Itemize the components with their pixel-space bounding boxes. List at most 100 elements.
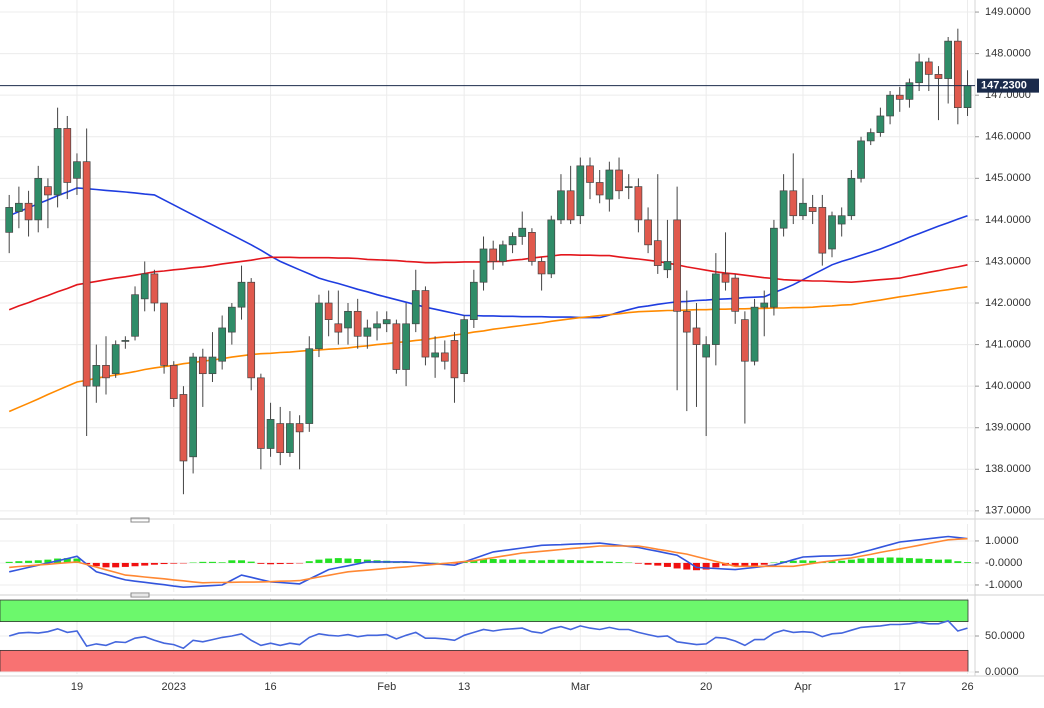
- candle-body: [315, 302, 323, 350]
- histogram-bar: [683, 562, 691, 570]
- histogram-bar: [257, 562, 265, 564]
- histogram-bar: [886, 557, 894, 563]
- candle-body: [963, 85, 972, 109]
- candle-body: [102, 365, 110, 379]
- histogram-bar: [838, 560, 846, 563]
- histogram-bar: [896, 557, 904, 563]
- candle-body: [34, 177, 43, 221]
- y-tick-label: 138.0000: [985, 463, 1031, 475]
- candle-body: [518, 227, 527, 237]
- candle-body: [866, 132, 875, 142]
- candle-body: [634, 186, 643, 221]
- candle-body: [411, 290, 420, 325]
- histogram-bar: [354, 558, 362, 563]
- candle-body: [227, 306, 236, 333]
- histogram-bar: [218, 562, 226, 563]
- candle-body: [576, 165, 585, 217]
- candle-body: [895, 94, 904, 100]
- histogram-bar: [344, 558, 352, 563]
- histogram-bar: [586, 560, 594, 563]
- histogram-bar: [731, 562, 739, 567]
- y-tick-label: 141.0000: [985, 338, 1031, 350]
- candle-body: [944, 40, 953, 79]
- candle-body: [15, 202, 23, 212]
- histogram-bar: [915, 558, 923, 563]
- histogram-bar: [799, 560, 807, 563]
- histogram-bar: [944, 559, 952, 563]
- histogram-bar: [170, 562, 178, 564]
- y-tick-label: 146.0000: [985, 131, 1031, 143]
- histogram-bar: [315, 559, 323, 563]
- candle-body: [857, 140, 865, 179]
- candle-body: [392, 323, 401, 370]
- x-tick-label: Feb: [377, 681, 396, 693]
- candle-body: [208, 356, 217, 375]
- histogram-bar: [92, 562, 100, 567]
- candle-body: [721, 273, 730, 283]
- panel-handle[interactable]: [130, 592, 150, 598]
- candle-body: [121, 340, 130, 342]
- x-tick-label: 17: [894, 681, 906, 693]
- histogram-bar: [760, 562, 768, 565]
- histogram-bar: [228, 560, 236, 563]
- candle-body: [537, 261, 546, 275]
- histogram-bar: [63, 558, 71, 563]
- candle-body: [934, 74, 943, 79]
- histogram-bar: [160, 562, 168, 565]
- histogram-bar: [567, 560, 575, 563]
- candle-body: [876, 115, 885, 133]
- y-tick-label: -1.0000: [985, 579, 1022, 591]
- histogram-bar: [208, 561, 216, 563]
- histogram-bar: [334, 558, 342, 563]
- zone-band: [0, 599, 969, 623]
- candle-body: [305, 348, 314, 424]
- histogram-bar: [25, 560, 33, 563]
- candle-body: [586, 165, 594, 183]
- histogram-bar: [634, 562, 642, 564]
- candle-body: [344, 310, 352, 329]
- histogram-bar: [644, 562, 652, 565]
- candle-body: [286, 423, 294, 454]
- candle-body: [421, 290, 430, 358]
- candle-body: [828, 215, 836, 250]
- candle-body: [189, 356, 197, 458]
- candle-body: [779, 190, 788, 229]
- candle-body: [799, 202, 807, 217]
- histogram-bar: [5, 561, 13, 563]
- candle-body: [353, 310, 362, 337]
- candle-body: [334, 323, 343, 333]
- histogram-bar: [325, 558, 333, 563]
- panel-handle[interactable]: [130, 517, 150, 523]
- histogram-bar: [73, 558, 81, 563]
- candle-body: [692, 327, 701, 345]
- candle-body: [595, 182, 604, 196]
- histogram-bar: [712, 562, 720, 568]
- candle-body: [479, 248, 488, 283]
- candle-body: [237, 281, 246, 308]
- histogram-bar: [102, 562, 110, 568]
- histogram-bar: [199, 561, 207, 563]
- histogram-bar: [741, 562, 749, 567]
- candle-body: [731, 277, 740, 312]
- candle-body: [373, 323, 381, 329]
- candle-body: [741, 319, 749, 362]
- candle-body: [266, 419, 275, 449]
- y-tick-label: 149.0000: [985, 6, 1031, 18]
- candle-body: [24, 202, 33, 221]
- candle-body: [663, 261, 672, 271]
- histogram-bar: [528, 560, 536, 563]
- candle-body: [440, 352, 449, 362]
- candle-body: [169, 365, 178, 399]
- x-tick-label: 2023: [162, 681, 186, 693]
- candle-body: [63, 128, 72, 183]
- histogram-bar: [867, 558, 875, 563]
- histogram-bar: [518, 559, 526, 563]
- candle-body: [770, 227, 778, 308]
- y-tick-label: 139.0000: [985, 422, 1031, 434]
- candle-body: [247, 281, 256, 379]
- candle-body: [837, 215, 846, 225]
- candle-body: [924, 61, 933, 75]
- zone-band: [0, 649, 969, 673]
- candle-body: [111, 344, 120, 375]
